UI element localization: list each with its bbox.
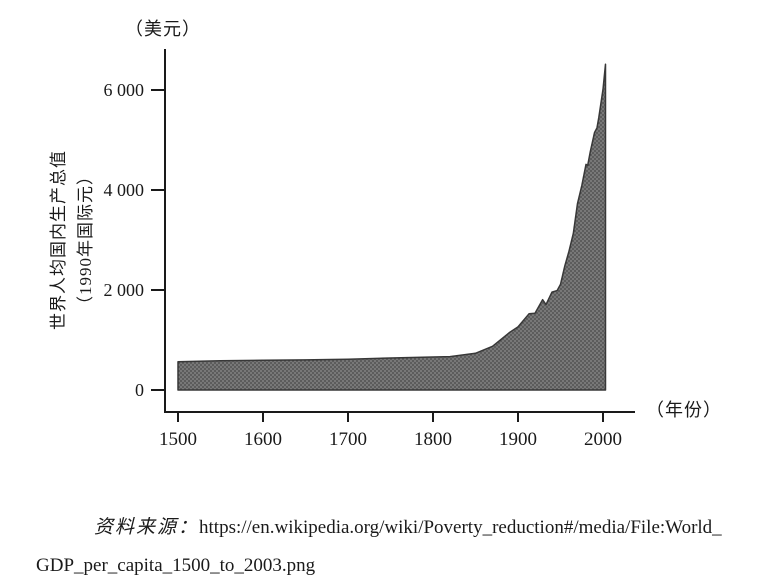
- y-tick-label: 4 000: [103, 180, 145, 200]
- source-url-line1: https://en.wikipedia.org/wiki/Poverty_re…: [199, 517, 722, 538]
- x-tick-label: 1700: [329, 429, 367, 450]
- y-tick-mark: [151, 89, 165, 91]
- x-tick-mark: [517, 413, 519, 422]
- y-axis-title-line1: 世界人均国内生产总值: [49, 150, 68, 330]
- y-tick-label: 2 000: [103, 280, 145, 300]
- x-tick-mark: [432, 413, 434, 422]
- x-tick-label: 2000: [584, 429, 622, 450]
- x-tick-mark: [602, 413, 604, 422]
- source-citation: 资料来源：https://en.wikipedia.org/wiki/Pover…: [36, 509, 746, 585]
- y-tick-mark: [151, 389, 165, 391]
- source-url-line2: GDP_per_capita_1500_to_2003.png: [36, 555, 316, 576]
- x-tick-label: 1800: [414, 429, 452, 450]
- y-tick-label: 6 000: [103, 80, 145, 100]
- x-tick-label: 1500: [159, 429, 197, 450]
- x-tick-label: 1900: [499, 429, 537, 450]
- y-tick-mark: [151, 189, 165, 191]
- y-axis-line: [164, 49, 166, 413]
- y-axis-unit-label: （美元）: [125, 19, 201, 39]
- x-tick-mark: [177, 413, 179, 422]
- x-axis-line: [164, 411, 635, 413]
- y-tick-mark: [151, 289, 165, 291]
- y-tick-label: 0: [135, 380, 144, 400]
- x-tick-label: 1600: [244, 429, 282, 450]
- x-tick-mark: [347, 413, 349, 422]
- area-series-fill: [177, 63, 607, 391]
- y-axis-title: 世界人均国内生产总值 （1990年国际元）: [44, 115, 100, 365]
- source-prefix: 资料来源：: [94, 517, 200, 538]
- x-axis-unit-label: （年份）: [646, 400, 722, 420]
- x-tick-mark: [262, 413, 264, 422]
